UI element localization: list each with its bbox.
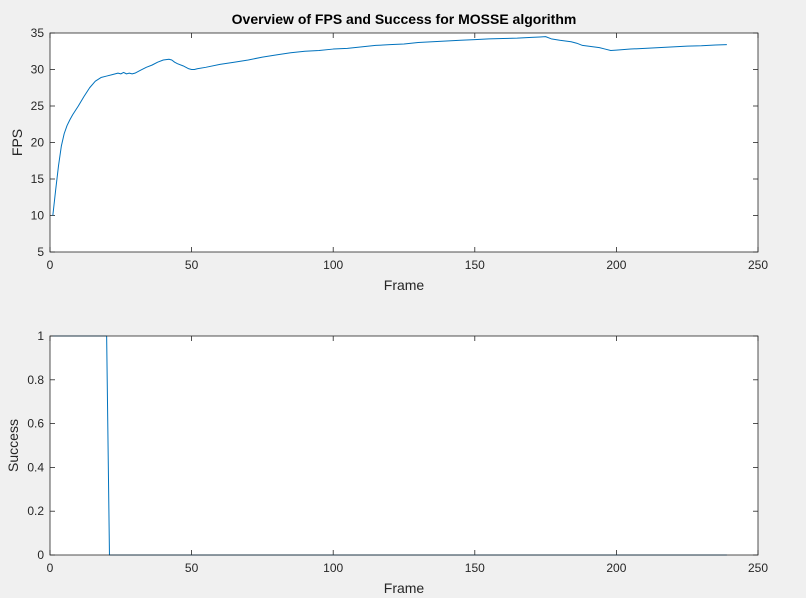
fps-ticks: 0 50 100 150 200 250 5 10 15 20 25 30 35 bbox=[31, 26, 769, 272]
fps-x-tick-label: 200 bbox=[606, 258, 626, 272]
success-x-tick-label: 150 bbox=[465, 561, 485, 575]
fps-axes-box bbox=[49, 32, 759, 253]
fps-plot-area bbox=[50, 33, 758, 252]
fps-x-tick-label: 100 bbox=[323, 258, 343, 272]
success-y-tick-label: 1 bbox=[37, 329, 44, 343]
fps-x-tick-label: 150 bbox=[465, 258, 485, 272]
success-x-tick-label: 100 bbox=[323, 561, 343, 575]
success-x-tick-label: 50 bbox=[185, 561, 199, 575]
fps-y-axis-label: FPS bbox=[9, 129, 25, 156]
success-ticks: 0 50 100 150 200 250 0 0.2 0.4 0.6 0.8 1 bbox=[27, 329, 768, 575]
fps-series-line bbox=[52, 36, 727, 216]
success-x-axis-label: Frame bbox=[384, 580, 425, 596]
fps-y-tick-label: 15 bbox=[31, 172, 45, 186]
fps-x-axis-label: Frame bbox=[384, 277, 425, 293]
fps-x-tick-label: 0 bbox=[47, 258, 54, 272]
fps-y-tick-label: 25 bbox=[31, 99, 45, 113]
fps-y-tick-label: 30 bbox=[31, 63, 45, 77]
success-axes-box bbox=[49, 335, 759, 556]
fps-x-tick-label: 50 bbox=[185, 258, 199, 272]
success-y-tick-label: 0.4 bbox=[27, 460, 44, 474]
fps-y-tick-label: 10 bbox=[31, 209, 45, 223]
success-y-tick-label: 0.8 bbox=[27, 373, 44, 387]
success-y-tick-label: 0.6 bbox=[27, 417, 44, 431]
fps-x-tick-label: 250 bbox=[748, 258, 768, 272]
success-y-tick-label: 0 bbox=[37, 548, 44, 562]
fps-series bbox=[52, 36, 727, 216]
success-plot-area bbox=[50, 336, 758, 555]
fps-axes: Overview of FPS and Success for MOSSE al… bbox=[9, 11, 768, 293]
success-axes: Frame Success 0 50 100 150 200 25000.20.40.60… bbox=[5, 329, 768, 596]
success-y-tick-label: 0.2 bbox=[27, 504, 44, 518]
fps-y-tick-label: 20 bbox=[31, 136, 45, 150]
success-y-axis-label: Success bbox=[5, 419, 21, 472]
success-x-tick-label: 0 bbox=[47, 561, 54, 575]
fps-y-tick-label: 5 bbox=[37, 245, 44, 259]
chart-title: Overview of FPS and Success for MOSSE al… bbox=[232, 11, 577, 27]
success-x-tick-label: 200 bbox=[606, 561, 626, 575]
fps-y-tick-label: 35 bbox=[31, 26, 45, 40]
success-x-tick-label: 250 bbox=[748, 561, 768, 575]
